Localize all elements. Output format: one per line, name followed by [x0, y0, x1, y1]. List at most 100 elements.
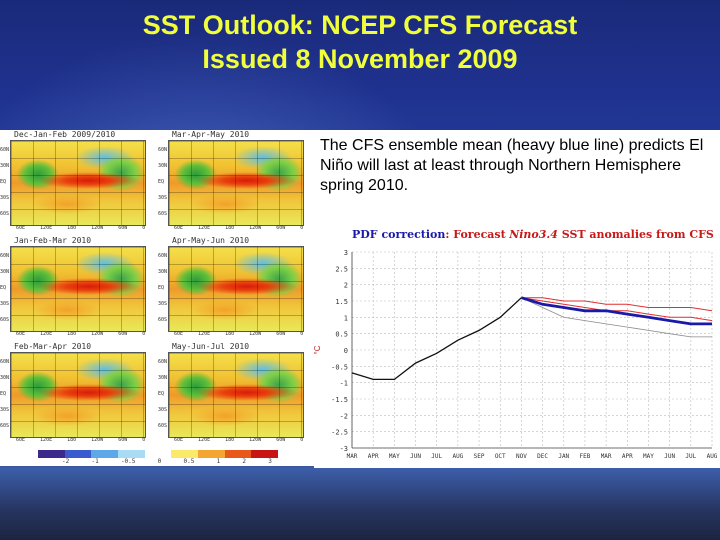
sst-anomaly-map [168, 246, 304, 332]
title-line-1: SST Outlook: NCEP CFS Forecast [142, 10, 578, 40]
map-lon-axis: 60E 120E 180 120W 60W 0 [16, 437, 146, 443]
y-tick-label: 3 [344, 249, 348, 257]
map-tile-label: Dec-Jan-Feb 2009/2010 [14, 130, 116, 139]
y-tick-label: 0 [344, 347, 348, 355]
sst-anomaly-map [168, 140, 304, 226]
colorbar-label-7: 3 [268, 458, 272, 465]
colorbar-swatch-0 [38, 450, 65, 458]
map-tile-5: Feb-Mar-Apr 2010 60N 30N EQ 30S 60S 60E 120E… [0, 342, 154, 446]
x-tick-label: JUN [664, 453, 675, 460]
x-tick-label: MAY [389, 453, 400, 460]
chart-title-part-4: SST anomalies from CFS [557, 228, 714, 241]
series-line-member-mid [521, 297, 713, 322]
x-tick-label: NOV [516, 453, 527, 460]
colorbar-label-4: 0.5 [183, 458, 195, 465]
colorbar-label-3: 0 [157, 458, 162, 465]
y-tick-label: 1 [344, 314, 348, 322]
y-tick-label: -2 [340, 412, 348, 420]
map-lon-axis: 60E 120E 180 120W 60W 0 [174, 331, 304, 337]
map-tile-label: Feb-Mar-Apr 2010 [14, 342, 92, 351]
x-tick-label: OCT [495, 453, 506, 460]
x-tick-label: JUN [410, 453, 421, 460]
x-tick-label: APR [368, 453, 379, 460]
series-line-member-high [521, 297, 713, 312]
x-tick-label: DEC [537, 453, 548, 460]
map-lon-axis: 60E 120E 180 120W 60W 0 [174, 225, 304, 231]
forecast-caption: The CFS ensemble mean (heavy blue line) … [320, 137, 704, 194]
y-tick-label: 2.5 [335, 265, 348, 273]
colorbar-swatch-2 [91, 450, 119, 458]
sst-anomaly-map [10, 352, 146, 438]
colorbar-swatch-1 [64, 450, 92, 458]
colorbar-swatch-6 [198, 450, 225, 458]
sst-forecast-maps-panel: Dec-Jan-Feb 2009/2010 60N 30N EQ 30S 60S 60E… [0, 130, 314, 466]
map-lat-axis: 60N 30N EQ 30S 60S [0, 147, 10, 217]
map-lat-axis: 60N 30N EQ 30S 60S [158, 147, 168, 217]
colorbar-swatch-4 [144, 450, 172, 458]
sst-anomaly-map [10, 140, 146, 226]
colorbar-labels: -2 -1 -0.5 0 0.5 1 2 3 [62, 458, 272, 465]
colorbar-label-0: -2 [62, 458, 70, 465]
colorbar-label-2: -0.5 [120, 458, 136, 465]
slide-title: SST Outlook: NCEP CFS Forecast Issued 8 … [0, 8, 720, 76]
map-lat-axis: 60N 30N EQ 30S 60S [0, 359, 10, 429]
map-tile-6: May-Jun-Jul 2010 60N 30N EQ 30S 60S 60E 120E… [158, 342, 312, 446]
series-line-member-low [521, 297, 712, 338]
x-tick-label: MAR [601, 453, 612, 460]
y-tick-label: -2.5 [331, 429, 348, 437]
x-tick-label: FEB [580, 453, 591, 460]
map-lat-axis: 60N 30N EQ 30S 60S [158, 253, 168, 323]
map-tile-label: Jan-Feb-Mar 2010 [14, 236, 92, 245]
sst-anomaly-map [168, 352, 304, 438]
map-tile-1: Dec-Jan-Feb 2009/2010 60N 30N EQ 30S 60S 60E… [0, 130, 154, 234]
map-lat-axis: 60N 30N EQ 30S 60S [0, 253, 10, 323]
colorbar-swatch-3 [118, 450, 145, 458]
decorative-background-strip [0, 468, 720, 540]
x-tick-label: MAY [643, 453, 654, 460]
colorbar-label-6: 2 [242, 458, 247, 465]
map-tile-label: May-Jun-Jul 2010 [172, 342, 250, 351]
map-tile-3: Jan-Feb-Mar 2010 60N 30N EQ 30S 60S 60E 120E… [0, 236, 154, 340]
series-line-observed [351, 297, 522, 381]
colorbar-swatch-8 [251, 450, 279, 458]
colorbar-swatch-7 [224, 450, 252, 458]
x-tick-label: AUG [452, 453, 463, 460]
map-lon-axis: 60E 120E 180 120W 60W 0 [16, 225, 146, 231]
map-tile-label: Apr-May-Jun 2010 [172, 236, 250, 245]
x-tick-label: SEP [474, 453, 485, 460]
nino34-chart-panel [314, 130, 720, 468]
map-tile-4: Apr-May-Jun 2010 60N 30N EQ 30S 60S 60E 120E… [158, 236, 312, 340]
y-tick-label: 2 [344, 282, 348, 290]
colorbar-label-1: -1 [91, 458, 99, 465]
map-tile-2: Mar-Apr-May 2010 60N 30N EQ 30S 60S 60E 120E… [158, 130, 312, 234]
x-tick-label: JAN [558, 453, 569, 460]
chart-title-part-3: Nino3.4 [509, 228, 558, 241]
map-tile-label: Mar-Apr-May 2010 [172, 130, 250, 139]
y-tick-label: -1.5 [331, 396, 348, 404]
y-axis-label: °C [314, 345, 322, 354]
sst-anomaly-map [10, 246, 146, 332]
series-line-ensemble-mean [520, 296, 712, 326]
map-lat-axis: 60N 30N EQ 30S 60S [158, 359, 168, 429]
colorbar-swatch-5 [171, 450, 199, 458]
y-tick-label: 0.5 [335, 331, 348, 339]
x-tick-label: JUL [685, 453, 696, 460]
colorbar-label-5: 1 [216, 458, 221, 465]
y-tick-label: 1.5 [335, 298, 348, 306]
chart-title-part-1: PDF correction [352, 228, 446, 241]
title-line-2: Issued 8 November 2009 [202, 44, 518, 74]
chart-title: PDF correction: Forecast Nino3.4 SST ano… [352, 228, 714, 241]
x-tick-label: AUG [707, 453, 718, 460]
x-tick-label: APR [622, 453, 633, 460]
x-tick-label: JUL [431, 453, 442, 460]
y-tick-label: -1 [340, 380, 348, 388]
map-lon-axis: 60E 120E 180 120W 60W 0 [174, 437, 304, 443]
x-tick-label: MAR [347, 453, 358, 460]
map-lon-axis: 60E 120E 180 120W 60W 0 [16, 331, 146, 337]
y-tick-label: -3 [340, 445, 348, 453]
chart-title-part-2: : Forecast [445, 228, 506, 241]
y-tick-label: -0.5 [331, 363, 348, 371]
colorbar [38, 450, 279, 458]
